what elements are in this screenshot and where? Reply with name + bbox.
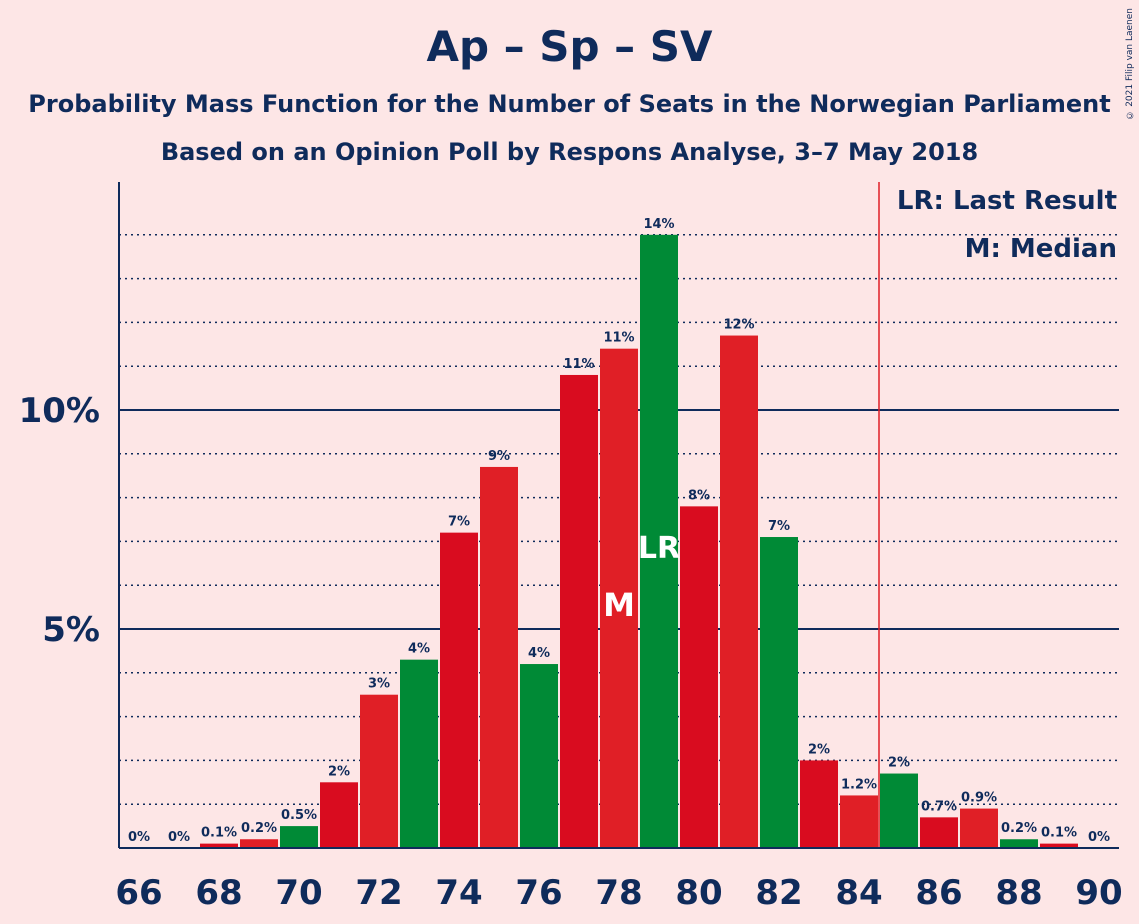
bar-value-label: 0.5% xyxy=(281,808,317,823)
bar-value-label: 2% xyxy=(888,756,910,771)
bar-value-label: 0% xyxy=(128,830,150,845)
bar-seat-87 xyxy=(960,808,998,848)
x-tick-label: 76 xyxy=(515,873,562,913)
x-tick-label: 84 xyxy=(835,873,882,913)
bar-value-label: 0% xyxy=(1088,830,1110,845)
x-tick-label: 82 xyxy=(755,873,802,913)
last-result-marker: LR xyxy=(638,531,680,566)
bar-value-label: 3% xyxy=(368,677,390,692)
median-marker: M xyxy=(603,586,635,624)
x-tick-label: 90 xyxy=(1075,873,1122,913)
x-tick-label: 72 xyxy=(355,873,402,913)
bar-value-label: 0% xyxy=(168,830,190,845)
bar-value-label: 0.9% xyxy=(961,791,997,806)
bar-seat-77 xyxy=(560,374,598,848)
bar-seat-70 xyxy=(280,826,318,848)
bar-value-label: 12% xyxy=(723,318,754,333)
bar-seat-89 xyxy=(1040,843,1078,848)
legend-last-result: LR: Last Result xyxy=(896,186,1117,216)
bar-seat-82 xyxy=(760,537,798,848)
bar-value-label: 4% xyxy=(408,642,430,657)
x-tick-label: 74 xyxy=(435,873,482,913)
bar-seat-76 xyxy=(520,664,558,848)
bar-value-label: 7% xyxy=(448,515,470,530)
bar-value-label: 8% xyxy=(688,488,710,503)
x-tick-label: 88 xyxy=(995,873,1042,913)
bar-value-label: 2% xyxy=(328,764,350,779)
bar-seat-83 xyxy=(800,760,838,848)
bar-seat-69 xyxy=(240,839,278,848)
bar-seat-78 xyxy=(600,348,638,848)
bar-seat-84 xyxy=(840,795,878,848)
bar-value-label: 7% xyxy=(768,519,790,534)
bar-seat-86 xyxy=(920,817,958,848)
bar-seat-81 xyxy=(720,335,758,848)
bar-seat-88 xyxy=(1000,839,1038,848)
bar-value-label: 0.7% xyxy=(921,799,957,814)
bar-seat-79 xyxy=(640,234,678,849)
x-tick-label: 66 xyxy=(115,873,162,913)
y-tick-label: 5% xyxy=(42,610,100,650)
legend-median: M: Median xyxy=(964,234,1117,264)
bar-seat-72 xyxy=(360,694,398,848)
bar-value-label: 14% xyxy=(643,217,674,232)
x-tick-label: 80 xyxy=(675,873,722,913)
y-tick-label: 10% xyxy=(19,391,100,431)
bar-value-label: 11% xyxy=(563,357,594,372)
chart-title: Ap – Sp – SV xyxy=(426,22,713,71)
bar-seat-68 xyxy=(200,843,238,848)
x-tick-label: 68 xyxy=(195,873,242,913)
bar-value-label: 2% xyxy=(808,742,830,757)
bar-seat-80 xyxy=(680,506,718,848)
x-tick-label: 70 xyxy=(275,873,322,913)
bar-value-label: 4% xyxy=(528,646,550,661)
bar-seat-75 xyxy=(480,466,518,848)
bar-value-label: 0.2% xyxy=(1001,821,1037,836)
bar-seat-73 xyxy=(400,659,438,848)
bar-value-label: 11% xyxy=(603,331,634,346)
x-tick-label: 86 xyxy=(915,873,962,913)
bar-value-label: 0.1% xyxy=(201,826,237,841)
bar-value-label: 1.2% xyxy=(841,777,877,792)
chart-subtitle-poll: Based on an Opinion Poll by Respons Anal… xyxy=(160,138,979,166)
x-tick-label: 78 xyxy=(595,873,642,913)
bar-seat-74 xyxy=(440,532,478,848)
chart-subtitle: Probability Mass Function for the Number… xyxy=(28,90,1111,118)
bar-seat-71 xyxy=(320,782,358,848)
bar-value-label: 9% xyxy=(488,449,510,464)
bar-value-label: 0.1% xyxy=(1041,826,1077,841)
bar-value-label: 0.2% xyxy=(241,821,277,836)
bar-seat-85 xyxy=(880,773,918,848)
